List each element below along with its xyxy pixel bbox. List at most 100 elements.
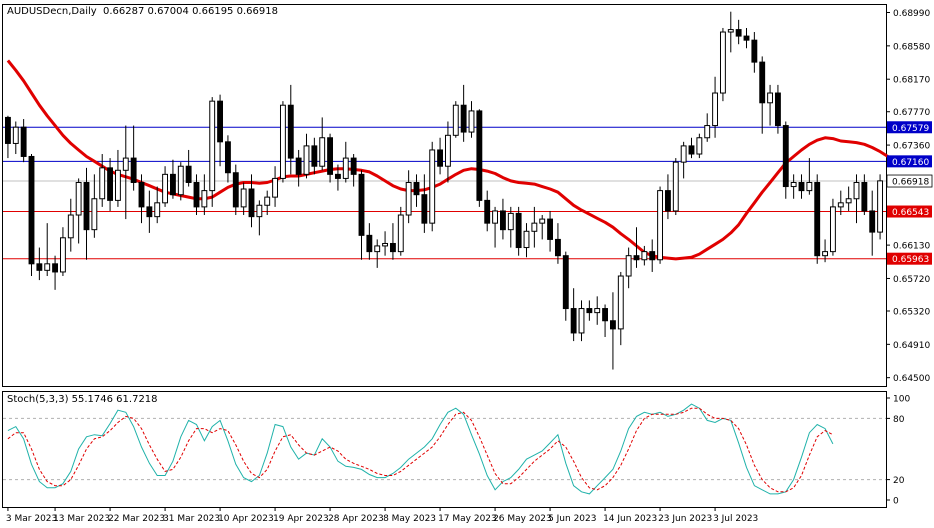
candle	[790, 174, 797, 199]
candle-body	[421, 194, 428, 224]
candle-body	[782, 125, 789, 188]
candle-body	[130, 157, 137, 183]
candle-body	[743, 35, 750, 41]
candle-body	[146, 206, 153, 218]
candle-body	[664, 190, 671, 212]
candle-body	[334, 173, 341, 179]
candle-body	[405, 181, 412, 216]
candle	[704, 113, 711, 142]
candle	[594, 296, 601, 325]
candle	[177, 162, 184, 201]
candle	[437, 137, 444, 175]
candle	[877, 174, 884, 240]
candle	[20, 119, 27, 163]
stoch-tick-label: 100	[893, 395, 910, 405]
price-tick-label: 0.67360	[893, 142, 930, 152]
candle-body	[217, 100, 224, 143]
candle-body	[256, 204, 263, 218]
candle-body	[617, 275, 624, 330]
candle-body	[272, 177, 279, 198]
candle	[625, 247, 632, 289]
date-tick-label: 14 Jun 2023	[603, 514, 657, 524]
candle-body	[767, 92, 774, 104]
date-tick-label: 22 Mar 2023	[108, 514, 165, 524]
level-label-text: 0.66543	[892, 208, 929, 218]
candle-body	[578, 308, 585, 334]
candle	[287, 84, 294, 175]
candle	[452, 101, 459, 138]
candle	[861, 174, 868, 216]
candle-body	[177, 165, 184, 196]
candle	[327, 133, 334, 183]
candle	[44, 223, 51, 277]
candle	[421, 174, 428, 233]
candle-body	[303, 145, 310, 175]
candle-body	[735, 29, 742, 37]
candle	[36, 247, 43, 281]
candle-body	[704, 125, 711, 139]
candle-body	[861, 181, 868, 212]
candle-body	[350, 157, 357, 175]
candle	[672, 158, 679, 216]
candle-body	[680, 145, 687, 163]
candle-body	[36, 263, 43, 271]
candle	[539, 215, 546, 240]
level-label-box	[887, 205, 932, 218]
candle	[75, 178, 82, 244]
candle-body	[52, 263, 59, 273]
candle	[193, 174, 200, 216]
candle	[405, 170, 412, 224]
candle-body	[99, 167, 106, 200]
date-tick-label: 28 Apr 2023	[328, 514, 384, 524]
candle-body	[28, 155, 35, 265]
candle	[240, 182, 247, 216]
price-tick-label: 0.68170	[893, 76, 930, 86]
candle	[751, 32, 758, 73]
date-tick-label: 19 Apr 2023	[273, 514, 329, 524]
candle-body	[44, 263, 51, 271]
candle	[169, 159, 176, 199]
candle-body	[649, 251, 656, 261]
candle-body	[114, 169, 121, 201]
candle-body	[476, 110, 483, 201]
candle	[162, 166, 169, 207]
candle-body	[248, 188, 255, 218]
candle	[696, 133, 703, 159]
symbol-label: AUDUSDecn,Daily	[7, 6, 97, 17]
candle-body	[240, 188, 247, 208]
candle	[767, 84, 774, 126]
candle	[814, 174, 821, 264]
candle-body	[877, 180, 884, 233]
level-label-box	[887, 121, 932, 134]
candle	[743, 27, 750, 49]
candle	[99, 154, 106, 207]
candle-body	[719, 31, 726, 94]
candle	[303, 133, 310, 179]
candle-body	[107, 167, 114, 201]
candle	[382, 231, 389, 256]
candle-body	[774, 92, 781, 127]
level-label-text: 0.67579	[892, 124, 929, 134]
candle-body	[232, 172, 239, 208]
candle	[806, 158, 813, 195]
candle-body	[452, 104, 459, 136]
candle-body	[657, 190, 664, 261]
candle-body	[185, 165, 192, 183]
candle-body	[382, 242, 389, 247]
candle-body	[295, 157, 302, 175]
candle	[350, 154, 357, 187]
candle	[719, 27, 726, 102]
candle	[122, 125, 129, 220]
candle-body	[845, 198, 852, 204]
candle-body	[806, 181, 813, 192]
candle	[798, 174, 805, 199]
candle-body	[201, 190, 208, 208]
candle-body	[507, 212, 514, 231]
candle	[154, 186, 161, 224]
candle-body	[790, 181, 797, 188]
stoch-panel-frame	[2, 391, 887, 508]
candle-body	[814, 181, 821, 257]
candle-body	[531, 222, 538, 232]
candle	[633, 227, 640, 268]
candle	[609, 292, 616, 370]
